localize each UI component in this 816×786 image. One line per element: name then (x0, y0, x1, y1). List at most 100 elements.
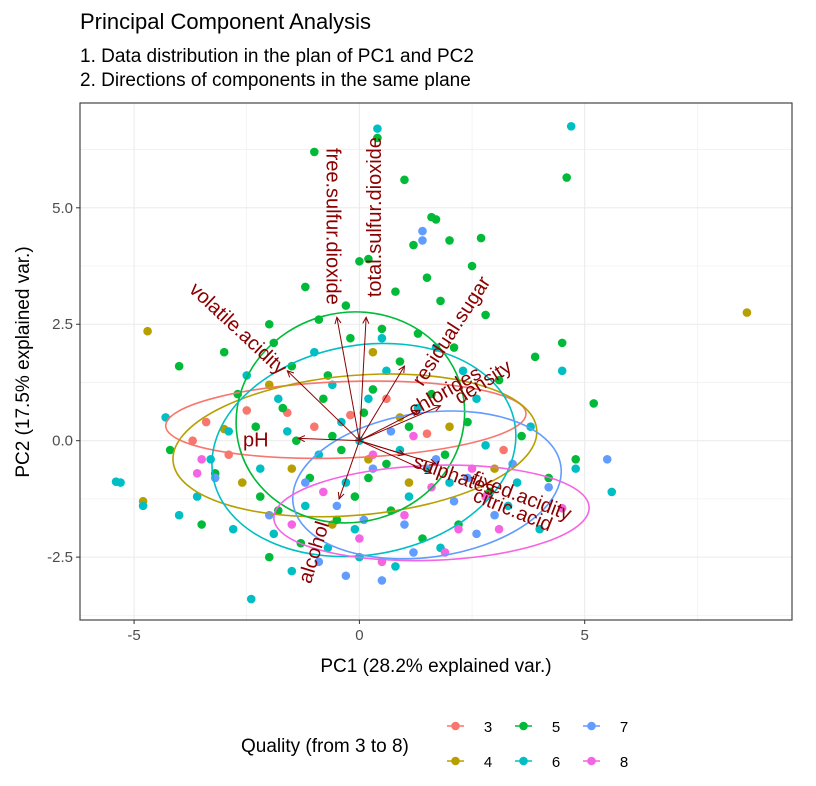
data-point (422, 429, 432, 438)
data-point (395, 357, 405, 366)
variable-label: pH (243, 430, 269, 452)
data-point (346, 410, 355, 420)
data-point (512, 478, 522, 487)
data-point (228, 524, 238, 534)
data-point (557, 366, 567, 376)
arrow-head (362, 316, 370, 324)
arrow-head (337, 491, 345, 500)
data-point (373, 133, 382, 143)
arrow-total.sulfur.dioxide (358, 317, 367, 441)
data-point (557, 338, 567, 348)
data-point (197, 520, 206, 529)
data-point (341, 571, 351, 581)
data-point (391, 287, 400, 296)
data-point (409, 240, 418, 250)
data-point (382, 459, 391, 469)
legend-label: 3 (484, 719, 492, 736)
data-point (287, 566, 297, 576)
data-point (445, 422, 454, 432)
data-point (607, 487, 617, 497)
data-point (287, 520, 297, 529)
data-point (328, 431, 337, 441)
data-point (219, 347, 229, 357)
arrow-volatile.acidity (286, 370, 360, 442)
data-point (368, 450, 378, 459)
data-point (418, 236, 427, 245)
data-point (454, 524, 463, 534)
data-point (557, 503, 567, 513)
data-point (314, 450, 324, 459)
panel-background (80, 103, 792, 620)
data-point (337, 417, 346, 427)
data-point (251, 422, 261, 432)
data-point (237, 478, 247, 487)
arrow-residual.sugar (358, 365, 405, 441)
y-tick-label: -2.5 (47, 549, 73, 566)
data-point (165, 445, 175, 455)
arrow-head (429, 458, 438, 466)
data-point (368, 385, 378, 394)
data-point (206, 455, 215, 464)
data-point (377, 576, 387, 585)
data-point (273, 394, 283, 404)
data-point (255, 464, 265, 473)
data-point (422, 273, 432, 282)
arrow-citric.acid (359, 440, 432, 474)
data-point (310, 147, 319, 157)
data-point (445, 236, 454, 245)
data-point (264, 510, 274, 520)
legend-label: 4 (484, 754, 492, 771)
data-point (319, 487, 328, 497)
x-axis-title: PC1 (28.2% explained var.) (320, 656, 551, 677)
y-axis: -2.5 0.0 2.5 5.0 (47, 200, 80, 566)
legend-key-point (451, 721, 460, 731)
data-point (431, 215, 441, 224)
arrow-alcohol (338, 440, 360, 500)
y-axis-title: PC2 (17.5% explained var.) (13, 246, 34, 477)
data-point (255, 492, 265, 501)
data-point (377, 324, 387, 334)
data-point (174, 361, 184, 371)
data-point (467, 464, 477, 473)
variable-label: free.sulfur.dioxide (321, 148, 343, 305)
data-point (463, 473, 472, 483)
data-point (282, 427, 292, 436)
data-point (192, 468, 202, 478)
data-point (467, 261, 477, 271)
data-point (377, 333, 387, 343)
data-point (350, 524, 360, 534)
legend-label: 5 (552, 719, 560, 736)
arrow-density (359, 405, 441, 442)
arrow-free.sulfur.dioxide (336, 317, 360, 441)
data-point (138, 501, 148, 511)
data-point (359, 408, 369, 418)
data-point (301, 478, 310, 487)
data-point (301, 282, 310, 292)
data-point (571, 455, 580, 464)
data-point (359, 515, 369, 525)
data-point (269, 529, 279, 539)
data-point (472, 394, 481, 404)
data-point (490, 510, 499, 520)
data-point (373, 124, 382, 133)
loading-arrows (286, 316, 442, 500)
data-point (188, 436, 197, 445)
data-point (143, 326, 152, 336)
chart-subtitle-line-1: 1. Data distribution in the plan of PC1 … (80, 46, 474, 67)
data-point (418, 226, 427, 236)
data-point (440, 450, 450, 459)
data-point (544, 482, 553, 492)
data-point (400, 175, 409, 185)
arrow-fixed.acidity (359, 440, 437, 465)
data-point (494, 375, 504, 385)
data-point (382, 394, 391, 404)
x-tick-label: -5 (127, 627, 140, 644)
arrow-chlorides (359, 409, 419, 442)
data-point (341, 301, 351, 310)
legend-key-point (587, 721, 596, 731)
data-point (364, 254, 373, 264)
ellipse-group-6 (211, 342, 517, 558)
data-point (310, 422, 319, 432)
variable-label: total.sulfur.dioxide (364, 137, 386, 297)
data-point (391, 562, 400, 571)
